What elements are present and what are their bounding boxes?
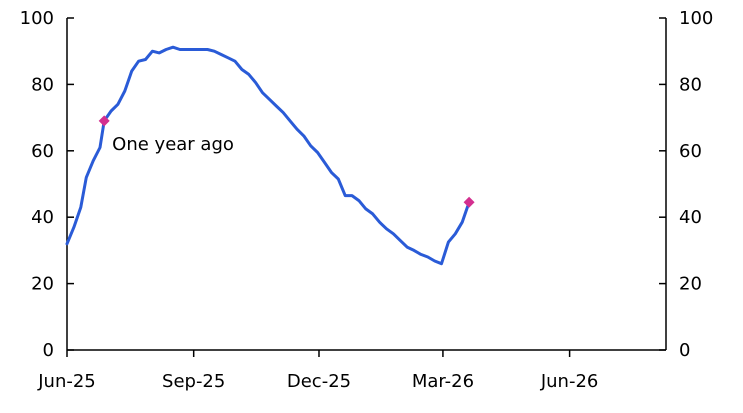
right-y-tick-label: 100 — [679, 8, 713, 29]
right-y-tick-label: 80 — [679, 74, 702, 95]
series-layer — [65, 45, 471, 266]
right-y-tick-label: 20 — [679, 274, 702, 295]
x-tick-label: Mar-26 — [412, 371, 474, 392]
x-tick-label: Jun-26 — [540, 371, 599, 392]
left-y-tick-label: 0 — [43, 340, 54, 361]
series-line — [65, 45, 471, 266]
marker-annotation: One year ago — [112, 134, 234, 155]
left-y-tick-label: 20 — [31, 274, 54, 295]
left-y-tick-label: 60 — [31, 141, 54, 162]
left-y-axis: 0 20 40 60 80 100 — [20, 8, 74, 361]
x-tick-label: Dec-25 — [287, 371, 351, 392]
left-y-tick-label: 40 — [31, 207, 54, 228]
left-y-tick-label: 80 — [31, 74, 54, 95]
right-y-tick-label: 40 — [679, 207, 702, 228]
marker-layer: One year ago — [98, 115, 475, 208]
x-axis: Jun-25 Sep-25 Dec-25 Mar-26 Jun-26 — [37, 349, 666, 392]
right-y-tick-label: 0 — [679, 340, 690, 361]
left-y-tick-label: 100 — [20, 8, 54, 29]
right-y-axis: 0 20 40 60 80 100 — [659, 8, 713, 361]
diamond-marker — [463, 196, 475, 208]
x-tick-label: Sep-25 — [162, 371, 225, 392]
right-y-tick-label: 60 — [679, 141, 702, 162]
x-tick-label: Jun-25 — [37, 371, 96, 392]
diamond-marker — [98, 115, 110, 127]
